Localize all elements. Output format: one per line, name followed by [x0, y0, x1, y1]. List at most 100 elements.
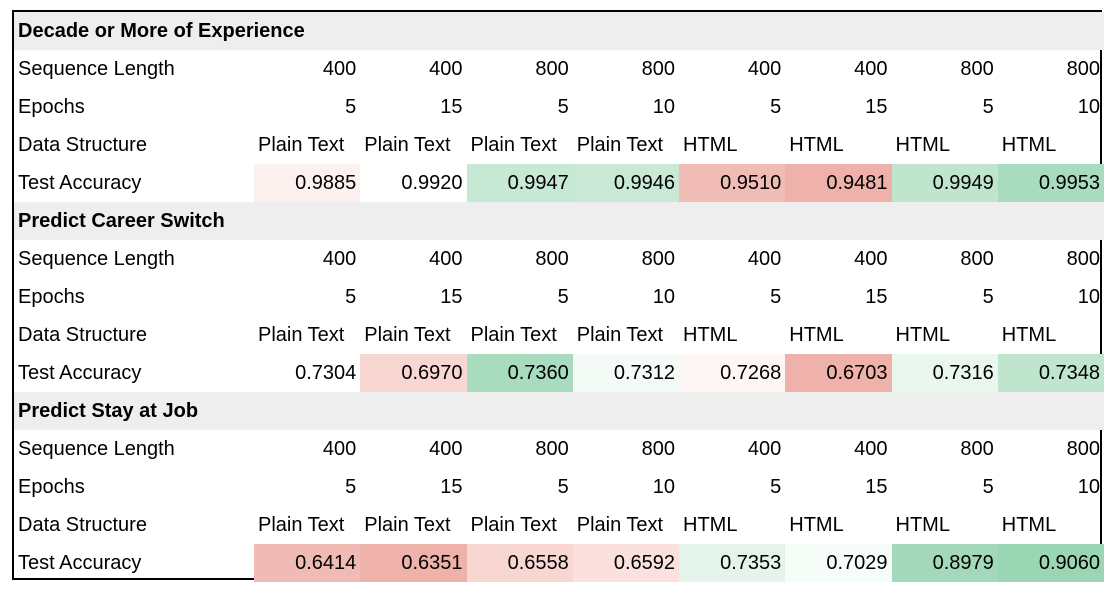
value-cell: 5: [345, 475, 357, 498]
value-cell: Plain Text: [576, 323, 664, 346]
row-label: Data Structure: [18, 133, 147, 156]
accuracy-cell: 0.7029: [785, 544, 892, 582]
value-cell: 800: [960, 57, 994, 80]
value-cell: HTML: [789, 513, 844, 536]
row-label: Sequence Length: [18, 247, 175, 270]
section-title: Predict Career Switch: [14, 202, 1105, 240]
value-cell: Plain Text: [576, 133, 664, 156]
value-cell: 400: [429, 437, 463, 460]
value-cell: 15: [440, 95, 463, 118]
accuracy-cell: 0.6414: [254, 544, 361, 582]
value-cell: HTML: [789, 133, 844, 156]
row-label: Sequence Length: [18, 437, 175, 460]
value-cell: 800: [960, 437, 994, 460]
sequence-length-row: Sequence Length 400 400 800 800 400 400 800 800: [14, 50, 1104, 88]
value-cell: HTML: [1001, 323, 1057, 346]
value-cell: 10: [1077, 475, 1101, 498]
value-cell: 15: [440, 285, 463, 308]
accuracy-cell: 0.7353: [679, 544, 786, 582]
accuracy-cell: 0.9060: [997, 544, 1105, 582]
value-cell: Plain Text: [258, 323, 345, 346]
value-cell: HTML: [895, 323, 950, 346]
value-cell: Plain Text: [364, 323, 451, 346]
section-header: Decade or More of Experience: [14, 12, 1105, 50]
sequence-length-row: Sequence Length 400 400 800 800 400 400 800 800: [14, 240, 1104, 278]
value-cell: 800: [535, 247, 569, 270]
value-cell: 400: [322, 57, 357, 80]
value-cell: HTML: [683, 133, 738, 156]
test-accuracy-row: Test Accuracy 0.6414 0.6351 0.6558 0.6592 0.7…: [14, 544, 1105, 582]
accuracy-cell: 0.7268: [679, 354, 786, 392]
row-label: Data Structure: [18, 513, 147, 536]
value-cell: 10: [652, 95, 675, 118]
section-title: Predict Stay at Job: [14, 392, 1105, 430]
accuracy-cell: 0.9510: [679, 164, 786, 202]
value-cell: Plain Text: [364, 133, 451, 156]
value-cell: 5: [770, 285, 782, 308]
row-label: Test Accuracy: [18, 171, 142, 194]
value-cell: 800: [1066, 57, 1101, 80]
section-header: Predict Stay at Job: [14, 392, 1105, 430]
value-cell: 15: [440, 475, 463, 498]
value-cell: 400: [429, 57, 463, 80]
row-label: Data Structure: [18, 323, 147, 346]
value-cell: Plain Text: [470, 133, 557, 156]
value-cell: HTML: [1001, 513, 1057, 536]
value-cell: Plain Text: [258, 133, 345, 156]
value-cell: 5: [770, 95, 782, 118]
accuracy-cell: 0.7348: [997, 354, 1105, 392]
data-structure-row: Data Structure Plain Text Plain Text Plain …: [14, 126, 1104, 164]
accuracy-cell: 0.9481: [785, 164, 892, 202]
value-cell: HTML: [895, 133, 950, 156]
value-cell: 5: [557, 285, 569, 308]
value-cell: 10: [652, 285, 675, 308]
value-cell: 400: [747, 247, 782, 270]
value-cell: 15: [865, 95, 888, 118]
value-cell: 800: [535, 57, 569, 80]
accuracy-cell: 0.6703: [785, 354, 892, 392]
accuracy-cell: 0.6592: [572, 544, 679, 582]
test-accuracy-row: Test Accuracy 0.9885 0.9920 0.9947 0.9946 0.9…: [14, 164, 1105, 202]
value-cell: 800: [1066, 247, 1101, 270]
accuracy-cell: 0.6558: [466, 544, 573, 582]
value-cell: 10: [1077, 285, 1101, 308]
results-table: Decade or More of Experience Sequence Len…: [12, 10, 1105, 582]
accuracy-cell: 0.7312: [572, 354, 679, 392]
value-cell: 800: [641, 247, 675, 270]
data-structure-row: Data Structure Plain Text Plain Text Plain …: [14, 506, 1104, 544]
value-cell: 10: [652, 475, 675, 498]
epochs-row: Epochs 5 15 5 10 5 15 5 10: [14, 278, 1104, 316]
value-cell: HTML: [683, 323, 738, 346]
accuracy-cell: 0.9885: [254, 164, 361, 202]
accuracy-cell: 0.9946: [572, 164, 679, 202]
value-cell: 5: [345, 285, 357, 308]
value-cell: 800: [641, 57, 675, 80]
accuracy-cell: 0.9953: [997, 164, 1105, 202]
value-cell: Plain Text: [364, 513, 451, 536]
value-cell: Plain Text: [470, 323, 557, 346]
value-cell: 800: [535, 437, 569, 460]
accuracy-cell: 0.7304: [254, 354, 361, 392]
value-cell: 800: [641, 437, 675, 460]
test-accuracy-row: Test Accuracy 0.7304 0.6970 0.7360 0.7312 0.7…: [14, 354, 1105, 392]
value-cell: 800: [960, 247, 994, 270]
sequence-length-row: Sequence Length 400 400 800 800 400 400 800 800: [14, 430, 1104, 468]
section-title: Decade or More of Experience: [14, 12, 1105, 50]
accuracy-cell: 0.6351: [360, 544, 467, 582]
value-cell: 5: [557, 475, 569, 498]
value-cell: 5: [557, 95, 569, 118]
value-cell: 5: [345, 95, 357, 118]
value-cell: HTML: [789, 323, 844, 346]
accuracy-cell: 0.7360: [466, 354, 573, 392]
value-cell: 15: [865, 475, 888, 498]
row-label: Sequence Length: [18, 57, 175, 80]
accuracy-cell: 0.7316: [891, 354, 998, 392]
value-cell: HTML: [683, 513, 738, 536]
row-label: Epochs: [18, 95, 85, 118]
value-cell: 800: [1066, 437, 1101, 460]
accuracy-cell: 0.6970: [360, 354, 467, 392]
value-cell: HTML: [895, 513, 950, 536]
epochs-row: Epochs 5 15 5 10 5 15 5 10: [14, 88, 1104, 126]
value-cell: 400: [322, 437, 357, 460]
value-cell: 400: [747, 437, 782, 460]
